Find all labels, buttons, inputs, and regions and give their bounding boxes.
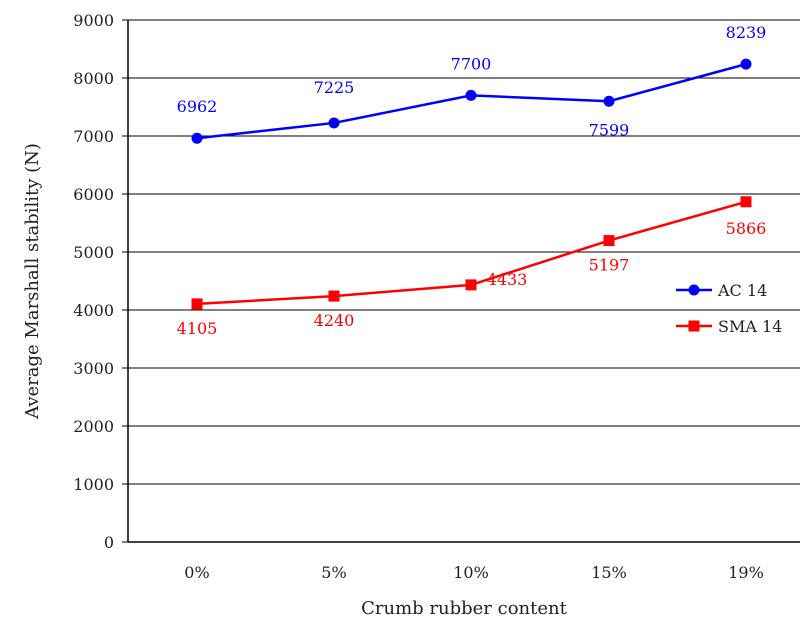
data-label: 7225 <box>314 78 355 97</box>
data-label: 6962 <box>177 97 218 116</box>
y-tick-label: 7000 <box>73 127 114 146</box>
y-axis-ticks: 0 1000 2000 3000 4000 5000 6000 7000 8000 9000 <box>73 11 128 552</box>
y-tick-label: 8000 <box>73 69 114 88</box>
x-axis-title: Crumb rubber content <box>361 598 567 619</box>
x-axis-ticks: 0% 5% 10% 15% 19% <box>184 563 763 582</box>
data-point <box>603 95 615 107</box>
data-labels: 6962 7225 7700 7599 8239 4105 4240 4433 5197 5866 <box>177 23 767 338</box>
legend-label: SMA 14 <box>718 317 782 336</box>
grid-lines <box>128 19 800 485</box>
y-tick-label: 2000 <box>73 417 114 436</box>
x-tick-label: 0% <box>184 563 209 582</box>
data-label: 4105 <box>177 319 218 338</box>
y-tick-label: 1000 <box>73 475 114 494</box>
legend-marker <box>688 320 700 332</box>
legend-marker <box>688 284 700 296</box>
data-label: 7599 <box>589 120 630 139</box>
data-point <box>328 290 340 302</box>
y-axis-title: Average Marshall stability (N) <box>22 143 43 420</box>
data-point <box>740 196 752 208</box>
series-line-0 <box>196 62 747 140</box>
data-point <box>603 235 615 247</box>
data-label: 4240 <box>314 311 355 330</box>
data-point <box>328 117 340 129</box>
y-tick-label: 3000 <box>73 359 114 378</box>
data-point <box>191 132 203 144</box>
series-layer <box>191 58 752 310</box>
data-label: 5197 <box>589 256 630 275</box>
data-point <box>191 298 203 310</box>
data-label: 4433 <box>487 270 528 289</box>
y-tick-label: 9000 <box>73 11 114 30</box>
x-tick-label: 10% <box>453 563 489 582</box>
data-point <box>740 58 752 70</box>
data-label: 5866 <box>726 219 767 238</box>
data-label: 7700 <box>451 54 492 73</box>
y-tick-label: 4000 <box>73 301 114 320</box>
data-point <box>465 89 477 101</box>
x-tick-label: 15% <box>591 563 627 582</box>
legend-label: AC 14 <box>717 281 767 300</box>
data-label: 8239 <box>726 23 767 42</box>
legend: AC 14 SMA 14 <box>676 281 782 336</box>
y-tick-label: 6000 <box>73 185 114 204</box>
data-point <box>465 279 477 291</box>
x-tick-label: 5% <box>321 563 346 582</box>
x-tick-label: 19% <box>728 563 764 582</box>
y-tick-label: 0 <box>104 533 114 552</box>
y-tick-label: 5000 <box>73 243 114 262</box>
